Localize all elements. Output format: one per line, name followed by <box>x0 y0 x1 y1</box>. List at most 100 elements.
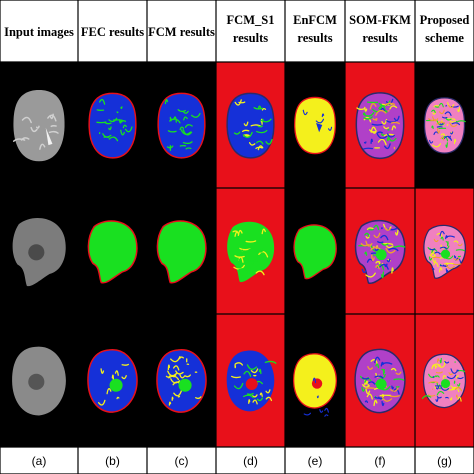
texture-stroke <box>360 242 370 247</box>
texture-stroke <box>457 243 463 247</box>
texture-stroke <box>381 368 385 371</box>
texture-stroke <box>445 263 455 269</box>
ventricle-region <box>316 122 323 133</box>
cell-fcms1-row-3 <box>216 314 285 447</box>
texture-stroke <box>168 401 172 406</box>
texture-stroke <box>173 116 178 123</box>
texture-stroke <box>319 409 324 413</box>
texture-stroke <box>374 248 379 251</box>
texture-stroke <box>386 120 396 123</box>
texture-stroke <box>256 129 268 134</box>
texture-stroke <box>316 395 319 399</box>
texture-stroke <box>108 126 112 131</box>
texture-stroke <box>99 98 106 105</box>
texture-stroke <box>255 270 265 276</box>
texture-stroke <box>116 396 120 400</box>
texture-stroke <box>453 240 459 244</box>
texture-stroke <box>434 365 438 369</box>
texture-stroke <box>394 229 399 236</box>
texture-stroke <box>372 118 377 121</box>
texture-stroke <box>391 267 394 274</box>
texture-stroke <box>256 397 264 402</box>
texture-stroke <box>444 360 450 364</box>
texture-stroke <box>257 105 262 110</box>
texture-stroke <box>431 125 434 130</box>
texture-stroke <box>390 387 399 392</box>
texture-stroke <box>170 378 181 384</box>
texture-stroke <box>451 122 461 126</box>
cell-fcms1-row-1 <box>216 62 285 188</box>
texture-stroke <box>433 238 439 243</box>
texture-stroke <box>445 142 448 148</box>
tumor-region <box>109 378 123 392</box>
texture-stroke <box>448 104 454 108</box>
texture-stroke <box>367 381 376 385</box>
texture-stroke <box>365 272 376 278</box>
texture-stroke <box>246 364 258 370</box>
cell-fec-row-2 <box>78 188 147 314</box>
texture-stroke <box>364 106 368 112</box>
texture-stroke <box>436 232 443 237</box>
texture-stroke <box>365 380 370 388</box>
texture-stroke <box>376 133 388 139</box>
texture-stroke <box>245 240 257 243</box>
texture-stroke <box>370 245 381 252</box>
texture-stroke <box>448 372 454 376</box>
texture-stroke <box>428 118 436 121</box>
texture-stroke <box>443 135 452 141</box>
texture-stroke <box>303 412 312 416</box>
texture-stroke <box>388 247 399 252</box>
texture-stroke <box>442 374 447 380</box>
texture-stroke <box>243 121 249 127</box>
texture-stroke <box>120 129 125 136</box>
texture-stroke <box>454 387 463 392</box>
texture-stroke <box>233 382 244 390</box>
texture-stroke <box>363 112 366 116</box>
texture-stroke <box>366 393 373 400</box>
texture-stroke <box>237 268 248 274</box>
cell-input-row-2 <box>0 188 78 314</box>
texture-stroke <box>380 361 384 367</box>
column-label-5: (e) <box>308 454 323 468</box>
texture-stroke <box>428 256 432 261</box>
texture-stroke <box>434 251 441 255</box>
texture-stroke <box>242 394 254 399</box>
texture-stroke <box>253 107 264 110</box>
texture-stroke <box>312 377 317 384</box>
texture-stroke <box>356 107 366 111</box>
cell-fcm-row-1 <box>147 62 216 188</box>
texture-stroke <box>432 257 437 263</box>
texture-stroke <box>374 356 381 364</box>
texture-stroke <box>261 107 267 111</box>
texture-stroke <box>36 125 40 129</box>
texture-stroke <box>431 109 436 114</box>
column-label-2: (b) <box>105 454 120 468</box>
texture-stroke <box>382 369 386 375</box>
texture-stroke <box>375 109 387 116</box>
texture-stroke <box>440 133 446 136</box>
texture-stroke <box>108 117 118 123</box>
column-header-6-line-1: SOM-FKM <box>349 13 411 27</box>
brain-segment <box>357 93 403 158</box>
texture-stroke <box>384 227 391 231</box>
texture-stroke <box>371 123 383 126</box>
column-header-2-line-1: FEC results <box>81 25 144 39</box>
texture-stroke <box>182 129 193 136</box>
texture-stroke <box>439 246 448 250</box>
texture-stroke <box>261 228 266 235</box>
texture-stroke <box>455 249 465 252</box>
texture-stroke <box>393 115 400 122</box>
cell-fcm-row-2 <box>147 188 216 314</box>
texture-stroke <box>182 141 193 145</box>
texture-stroke <box>381 395 393 402</box>
tumor-region <box>28 373 45 390</box>
brain-segment <box>89 94 136 158</box>
texture-stroke <box>445 117 452 121</box>
texture-stroke <box>428 381 439 384</box>
texture-stroke <box>457 396 462 402</box>
texture-stroke <box>184 374 192 378</box>
tumor-region <box>375 249 387 261</box>
texture-stroke <box>364 251 368 256</box>
texture-stroke <box>177 109 187 113</box>
